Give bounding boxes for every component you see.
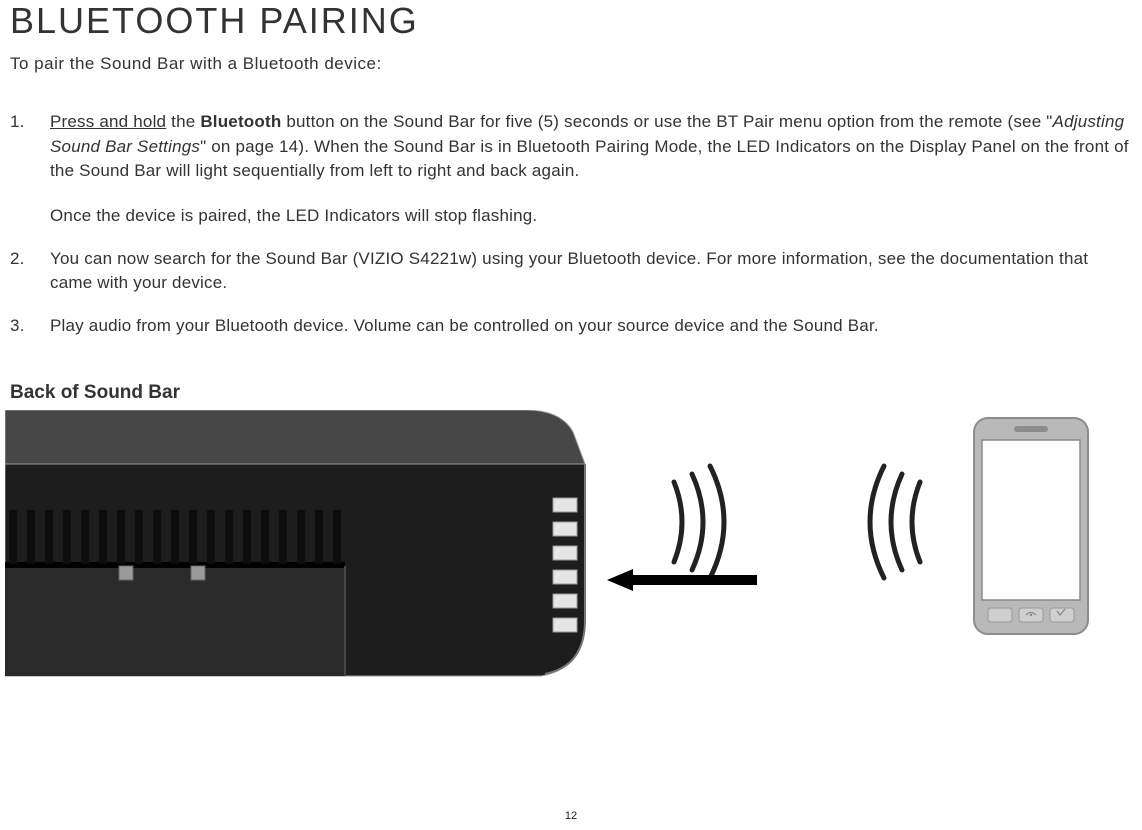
- paired-note: Once the device is paired, the LED Indic…: [50, 204, 1132, 229]
- section-label: Back of Sound Bar: [10, 382, 1132, 404]
- page-number: 12: [565, 810, 577, 822]
- page-subtitle: To pair the Sound Bar with a Bluetooth d…: [10, 54, 1132, 74]
- bluetooth-bold: Bluetooth: [200, 112, 281, 131]
- diagram: [10, 410, 1132, 690]
- steps-list: Press and hold the Bluetooth button on t…: [10, 110, 1132, 338]
- press-hold-text: Press and hold: [50, 112, 166, 131]
- page-title: BLUETOOTH PAIRING: [10, 0, 1132, 42]
- step-1: Press and hold the Bluetooth button on t…: [10, 110, 1132, 229]
- soundbar-illustration: [5, 410, 589, 682]
- step-3: Play audio from your Bluetooth device. V…: [10, 314, 1132, 339]
- phone-illustration: [972, 416, 1090, 636]
- step1-t3: " on page 14). When the Sound Bar is in …: [50, 137, 1129, 181]
- pointer-arrow-icon: [607, 569, 757, 591]
- step-2: You can now search for the Sound Bar (VI…: [10, 247, 1132, 296]
- signal-waves-left-icon: [856, 462, 926, 582]
- signal-waves-right-icon: [668, 462, 738, 582]
- step1-t2: button on the Sound Bar for five (5) sec…: [281, 112, 1052, 131]
- step1-t1: the: [166, 112, 200, 131]
